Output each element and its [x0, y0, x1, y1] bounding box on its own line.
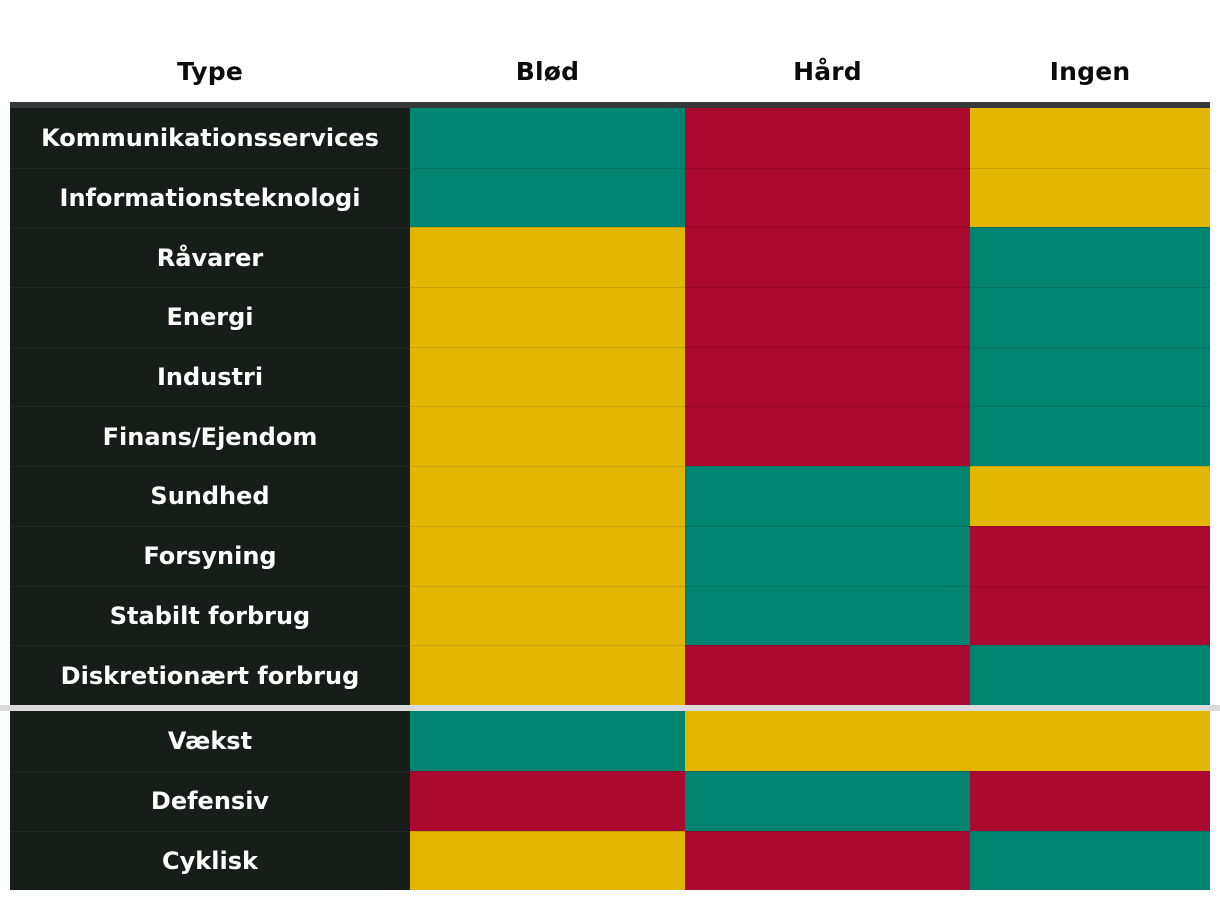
row-label: Informationsteknologi	[10, 167, 410, 228]
heatmap-cell-blod	[410, 711, 685, 772]
heatmap-cell-hard	[685, 466, 970, 526]
table-row: Sundhed	[0, 466, 1220, 526]
heatmap-cell-blod	[410, 406, 685, 467]
heatmap-cell-hard	[685, 108, 970, 168]
heatmap-cell-blod	[410, 466, 685, 526]
table-row: Kommunikationsservices	[0, 108, 1220, 168]
heatmap-cell-ingen	[970, 830, 1210, 891]
column-header-blod: Blød	[515, 57, 580, 86]
table-row: Stabilt forbrug	[0, 585, 1220, 646]
table-header-row: Type Blød Hård Ingen	[0, 0, 1220, 102]
heatmap-cell-hard	[685, 227, 970, 288]
heatmap-cell-ingen	[970, 167, 1210, 228]
heatmap-cell-blod	[410, 830, 685, 891]
heatmap-cell-blod	[410, 585, 685, 646]
heatmap-cell-hard	[685, 346, 970, 407]
heatmap-cell-blod	[410, 346, 685, 407]
heatmap-cell-ingen	[970, 645, 1210, 705]
row-label: Stabilt forbrug	[10, 585, 410, 646]
heatmap-cell-hard	[685, 711, 970, 772]
table-row: Finans/Ejendom	[0, 406, 1220, 467]
heatmap-cell-ingen	[970, 466, 1210, 526]
heatmap-cell-ingen	[970, 711, 1210, 772]
table-row: Industri	[0, 346, 1220, 407]
heatmap-cell-hard	[685, 525, 970, 586]
table-row: Forsyning	[0, 525, 1220, 586]
column-header-hard: Hård	[793, 57, 862, 86]
row-label: Defensiv	[10, 771, 410, 831]
table-body: Kommunikationsservices Informationsteknol…	[0, 108, 1220, 891]
heatmap-cell-ingen	[970, 287, 1210, 347]
heatmap-cell-ingen	[970, 227, 1210, 288]
row-label: Cyklisk	[10, 830, 410, 891]
table-row: Energi	[0, 287, 1220, 347]
heatmap-cell-blod	[410, 771, 685, 831]
row-label: Kommunikationsservices	[10, 108, 410, 168]
row-label: Vækst	[10, 711, 410, 772]
heatmap-cell-ingen	[970, 108, 1210, 168]
row-label: Industri	[10, 346, 410, 407]
group-separator	[0, 704, 1220, 712]
heatmap-cell-hard	[685, 585, 970, 646]
row-label: Diskretionært forbrug	[10, 645, 410, 705]
table-row: Defensiv	[0, 771, 1220, 831]
heatmap-cell-ingen	[970, 346, 1210, 407]
table-row: Cyklisk	[0, 830, 1220, 891]
heatmap-cell-blod	[410, 167, 685, 228]
table-row: Råvarer	[0, 227, 1220, 288]
column-header-ingen: Ingen	[1049, 57, 1131, 86]
column-header-type: Type	[176, 57, 244, 86]
heatmap-cell-hard	[685, 771, 970, 831]
heatmap-cell-ingen	[970, 525, 1210, 586]
table-top-border	[10, 102, 1210, 108]
row-label: Råvarer	[10, 227, 410, 288]
row-label: Finans/Ejendom	[10, 406, 410, 467]
heatmap-cell-blod	[410, 525, 685, 586]
heatmap-cell-ingen	[970, 771, 1210, 831]
table-row: Diskretionært forbrug	[0, 645, 1220, 705]
heatmap-cell-ingen	[970, 406, 1210, 467]
heatmap-cell-blod	[410, 645, 685, 705]
heatmap-cell-hard	[685, 645, 970, 705]
table-row: Informationsteknologi	[0, 167, 1220, 228]
row-label: Energi	[10, 287, 410, 347]
row-label: Forsyning	[10, 525, 410, 586]
heatmap-cell-ingen	[970, 585, 1210, 646]
heatmap-cell-hard	[685, 167, 970, 228]
row-label: Sundhed	[10, 466, 410, 526]
heatmap-cell-hard	[685, 406, 970, 467]
heatmap-cell-blod	[410, 108, 685, 168]
heatmap-cell-hard	[685, 830, 970, 891]
heatmap-cell-hard	[685, 287, 970, 347]
table-row: Vækst	[0, 711, 1220, 772]
heatmap-cell-blod	[410, 287, 685, 347]
heatmap-cell-blod	[410, 227, 685, 288]
